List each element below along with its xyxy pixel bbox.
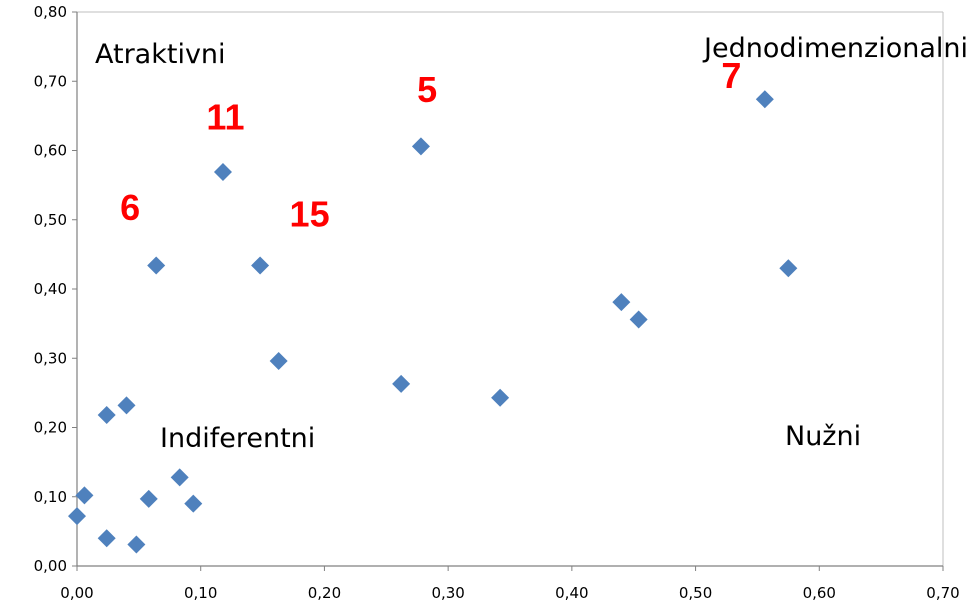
y-tick-label: 0,60: [34, 142, 67, 160]
data-point: [491, 388, 510, 407]
data-point: [629, 310, 648, 329]
data-point: [75, 486, 94, 505]
x-tick-label: 0,50: [679, 584, 712, 602]
data-point: [68, 507, 86, 526]
text-labels: Atraktivni Jednodimenzionalni Indiferent…: [95, 33, 968, 454]
data-point: [97, 529, 116, 548]
annotation-label: 11: [206, 97, 244, 138]
data-point: [97, 406, 116, 425]
annotation-label: 6: [120, 187, 140, 228]
x-tick-label: 0,70: [926, 584, 959, 602]
y-tick-label: 0,10: [34, 488, 67, 506]
y-tick-label: 0,00: [34, 557, 67, 575]
annotation-label: 15: [290, 194, 330, 235]
data-point: [392, 374, 411, 393]
annotations: 6 11 15 5 7: [120, 55, 741, 235]
data-point: [251, 256, 270, 275]
quadrant-label-bottom-right: Nužni: [785, 421, 861, 452]
data-point: [411, 137, 430, 156]
data-point: [612, 293, 631, 312]
y-tick-label: 0,50: [34, 211, 67, 229]
y-tick-label: 0,30: [34, 349, 67, 367]
data-point: [147, 256, 166, 275]
data-point: [213, 162, 232, 181]
x-tick-label: 0,60: [803, 584, 836, 602]
annotation-label: 7: [721, 55, 741, 96]
data-points: [68, 90, 798, 554]
x-tick-label: 0,10: [184, 584, 217, 602]
data-point: [170, 468, 189, 487]
data-point: [269, 352, 288, 371]
x-tick-label: 0,40: [555, 584, 588, 602]
data-point: [139, 489, 158, 508]
data-point: [184, 494, 203, 513]
quadrant-label-top-right: Jednodimenzionalni: [702, 33, 968, 64]
y-tick-label: 0,20: [34, 419, 67, 437]
data-point: [117, 396, 136, 415]
axes: 0,00 0,10 0,20 0,30 0,40 0,50 0,60 0,70 0,80 0,00…: [34, 3, 960, 602]
y-tick-label: 0,40: [34, 280, 67, 298]
x-tick-label: 0,00: [60, 584, 93, 602]
data-point: [127, 535, 146, 554]
x-tick-label: 0,30: [431, 584, 464, 602]
y-tick-label: 0,80: [34, 3, 67, 21]
x-tick-label: 0,20: [308, 584, 341, 602]
quadrant-label-top-left: Atraktivni: [95, 39, 226, 70]
annotation-label: 5: [417, 69, 437, 110]
data-point: [755, 90, 774, 109]
y-tick-label: 0,70: [34, 72, 67, 90]
quadrant-label-bottom-left: Indiferentni: [160, 423, 315, 454]
data-point: [779, 259, 798, 278]
